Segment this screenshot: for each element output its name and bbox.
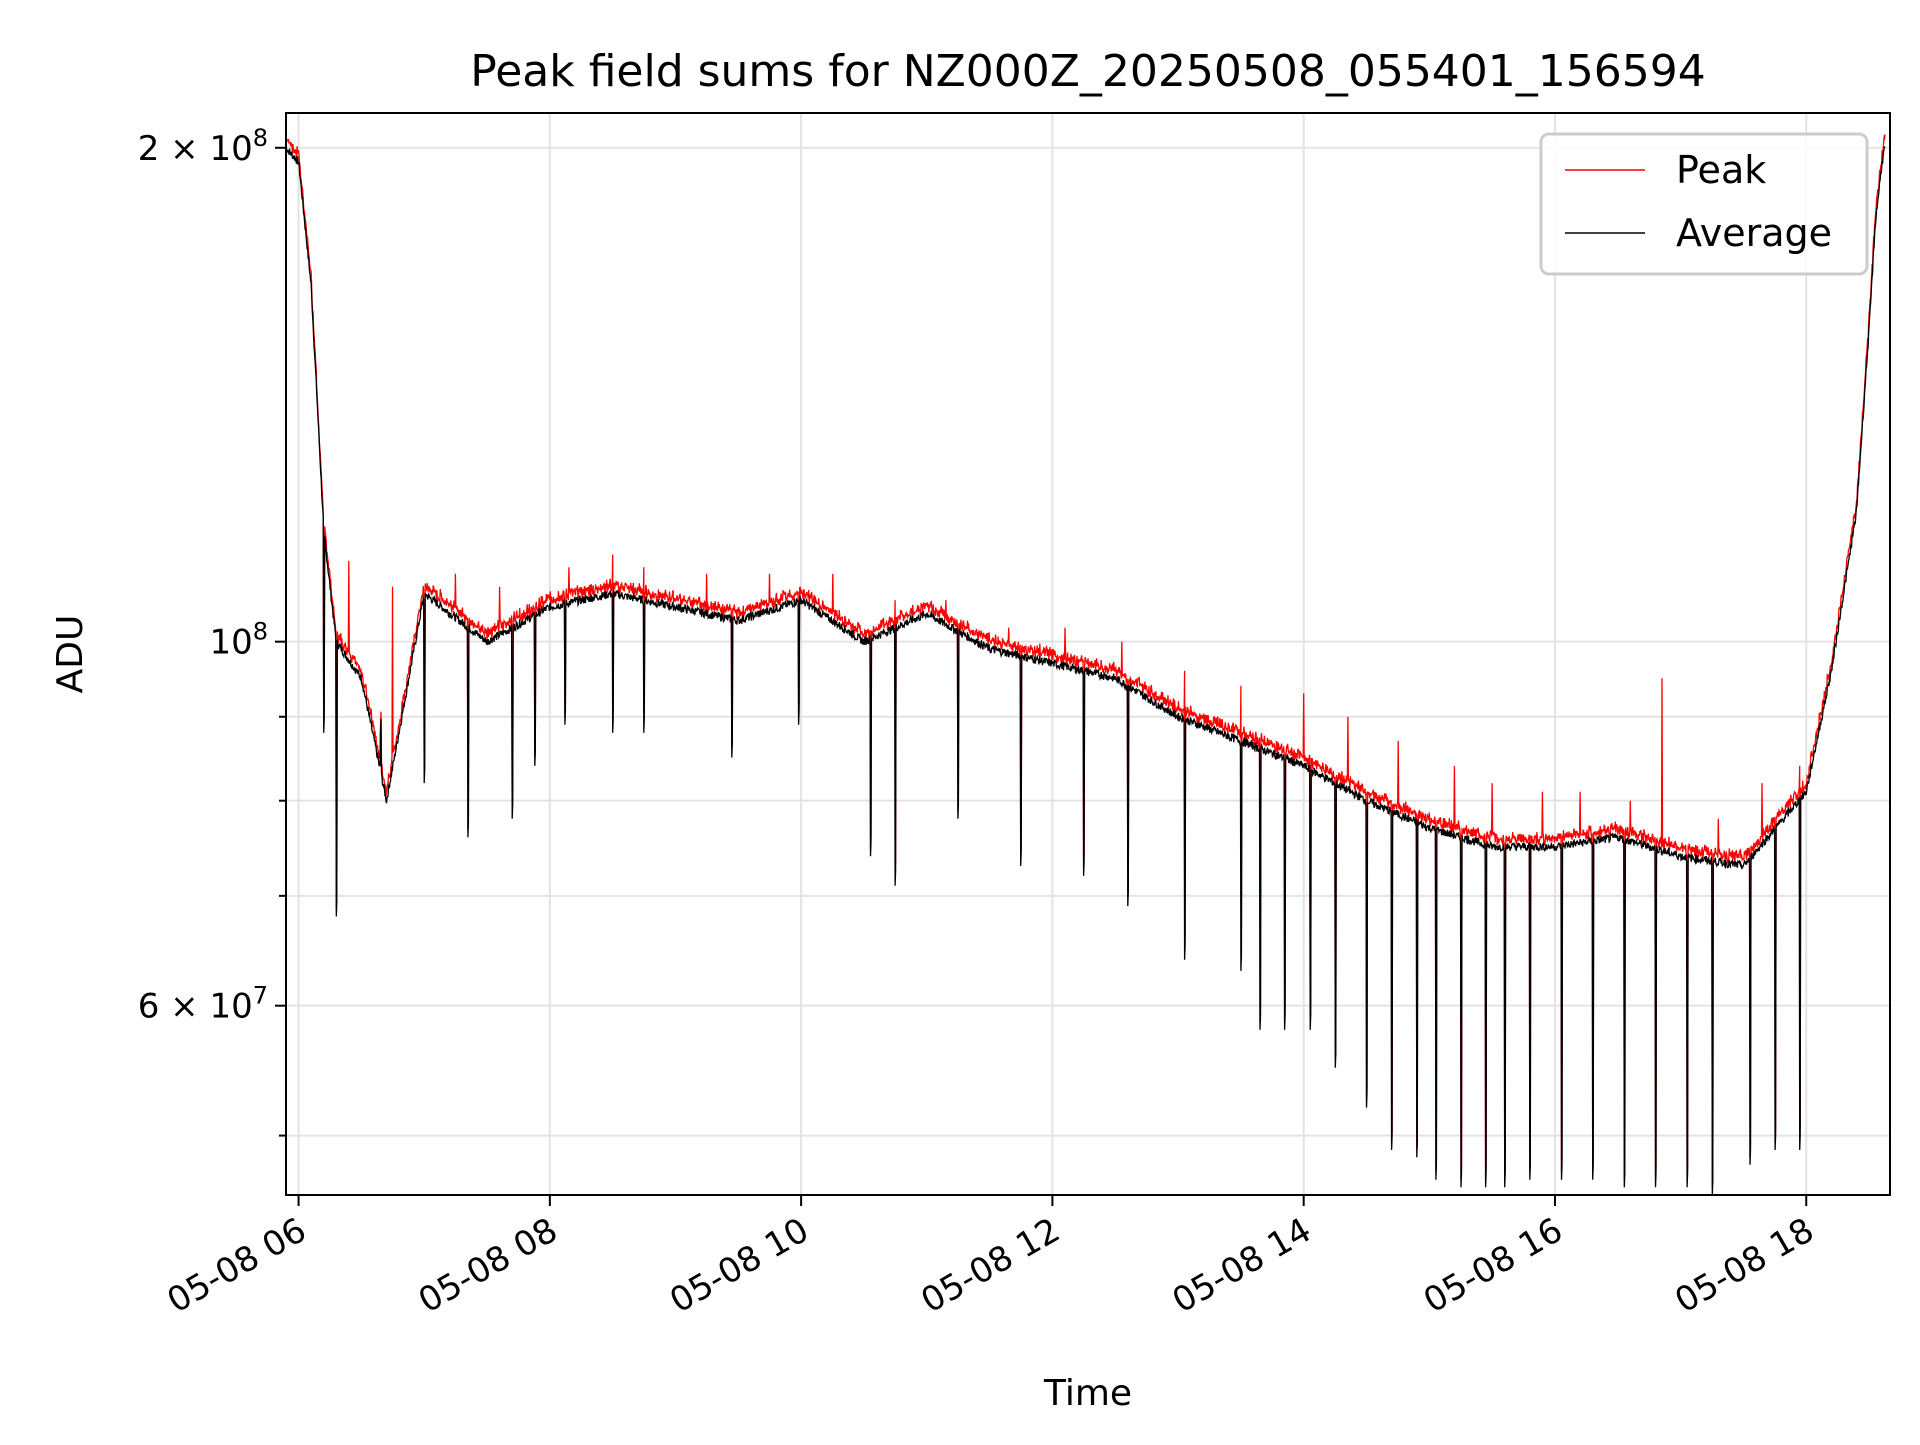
y-tick-label: 2 × 108 [138, 124, 268, 169]
y-axis-label: ADU [50, 615, 91, 694]
chart-title: Peak field sums for NZ000Z_20250508_0554… [470, 46, 1706, 97]
chart-figure: 6 × 107 108 2 × 108 05-08 06 05-08 08 05-08 1… [0, 0, 1920, 1440]
legend-peak-label: Peak [1676, 148, 1766, 192]
y-tick-label: 6 × 107 [138, 982, 268, 1027]
legend-average-label: Average [1676, 211, 1832, 255]
x-axis-label: Time [1043, 1373, 1132, 1414]
chart-svg: 6 × 1071082 × 10805-08 06 05-08 08 05-08 1… [0, 0, 1920, 1440]
legend: Peak Average [1541, 134, 1867, 274]
